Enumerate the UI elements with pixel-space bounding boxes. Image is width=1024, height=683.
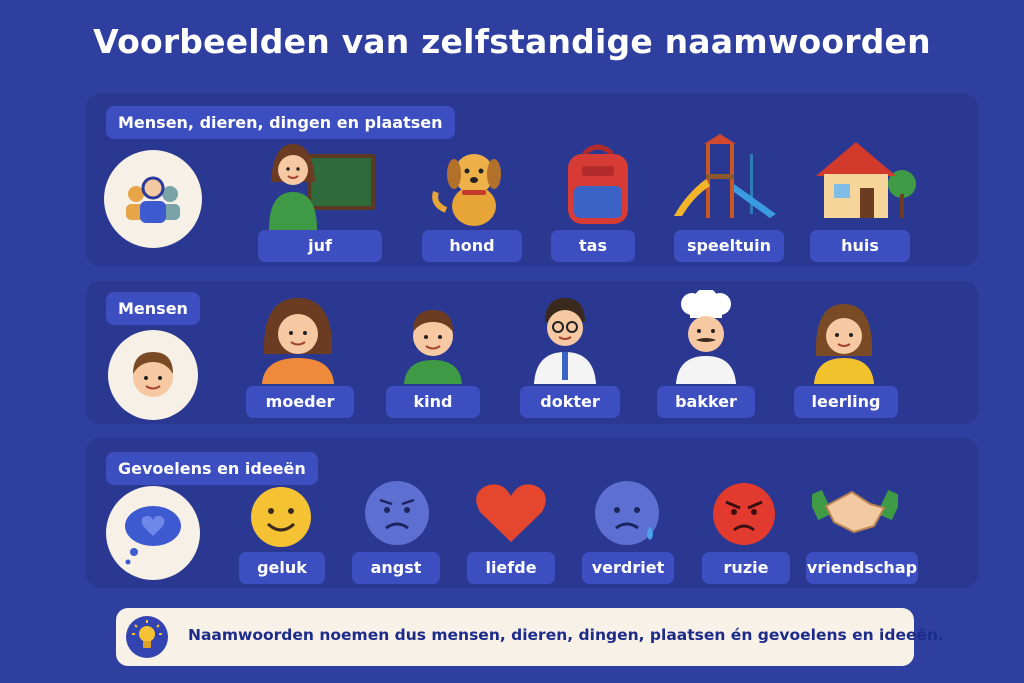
doctor-icon xyxy=(530,292,600,388)
backpack-icon xyxy=(560,140,636,232)
teacher-icon xyxy=(263,140,379,236)
noun-label: verdriet xyxy=(582,552,674,584)
house-icon xyxy=(812,138,918,228)
noun-label: leerling xyxy=(794,386,898,418)
noun-label: geluk xyxy=(239,552,325,584)
playground-icon xyxy=(666,134,786,224)
student-icon xyxy=(806,296,882,388)
angry-face-icon xyxy=(710,480,778,552)
noun-label: dokter xyxy=(520,386,620,418)
summary-box: Naamwoorden noemen dus mensen, dieren, d… xyxy=(116,608,944,666)
noun-label: moeder xyxy=(246,386,354,418)
sad-face-icon xyxy=(592,478,664,554)
worried-face-icon xyxy=(362,478,432,552)
people-group-icon xyxy=(126,176,180,223)
noun-label: tas xyxy=(551,230,635,262)
child-icon xyxy=(398,300,468,388)
happy-face-icon xyxy=(248,484,314,554)
noun-label: bakker xyxy=(657,386,755,418)
section-tag: Gevoelens en ideeën xyxy=(106,452,318,485)
noun-label: hond xyxy=(422,230,522,262)
thought-heart-icon xyxy=(125,506,181,565)
baker-icon xyxy=(668,288,744,388)
lightbulb-icon xyxy=(126,616,168,658)
page-title: Voorbeelden van zelfstandige naamwoorden xyxy=(93,22,931,61)
section-tag: Mensen, dieren, dingen en plaatsen xyxy=(106,106,455,139)
boy-face-icon xyxy=(133,352,173,397)
section-icon-circle xyxy=(104,150,202,248)
section-tag: Mensen xyxy=(106,292,200,325)
section-icon-circle xyxy=(106,486,200,580)
mother-icon xyxy=(258,292,338,388)
noun-label: ruzie xyxy=(702,552,790,584)
summary-text: Naamwoorden noemen dus mensen, dieren, d… xyxy=(188,626,944,644)
noun-label: speeltuin xyxy=(674,230,784,262)
noun-label: juf xyxy=(258,230,382,262)
dog-icon xyxy=(428,146,520,236)
noun-label: kind xyxy=(386,386,480,418)
noun-label: liefde xyxy=(467,552,555,584)
noun-label: vriendschap xyxy=(806,552,918,584)
noun-label: huis xyxy=(810,230,910,262)
section-icon-circle xyxy=(108,330,198,420)
handshake-icon xyxy=(807,482,903,546)
heart-icon xyxy=(474,480,548,548)
noun-label: angst xyxy=(352,552,440,584)
